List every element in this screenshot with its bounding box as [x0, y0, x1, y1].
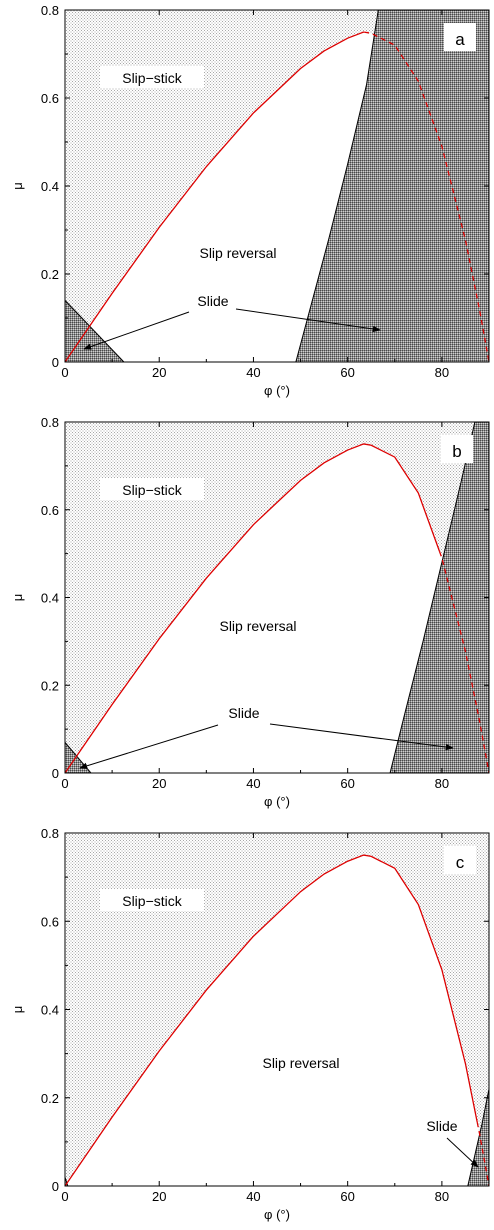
x-tick-label: 20: [152, 365, 166, 380]
chart-panel-c: 0 20 40 60 80 0 0.2 0.4 0.6 0.8 φ (°) μ Slip−stick Sl…: [10, 826, 490, 1222]
slip-stick-label-box: [100, 478, 204, 500]
slip-reversal-label: Slip reversal: [262, 1055, 339, 1071]
slide-boundary-right-line: [467, 1088, 489, 1186]
chart-panel-a: 0 20 40 60 80 0 0.2 0.4 0.6 0.8 φ (°) μ Slip−stick Sl…: [10, 3, 490, 398]
panel-label-box: [441, 435, 473, 463]
y-tick-label: 0.6: [41, 503, 59, 518]
panel-label-box: [444, 23, 476, 51]
y-tick-label: 0.8: [41, 826, 59, 841]
x-tick-label: 60: [340, 1189, 354, 1204]
slide-arrow: [269, 723, 454, 751]
slide-arrow: [83, 311, 190, 350]
red-curve-solid: [65, 443, 441, 773]
y-tick-label: 0.6: [41, 91, 59, 106]
y-tick-label: 0.4: [41, 1003, 59, 1018]
red-curve-dashed: [364, 31, 489, 362]
slide-label-box: [220, 705, 268, 724]
x-tick-label: 0: [61, 1189, 68, 1204]
y-tick-label: 0.2: [41, 1091, 59, 1106]
slide-boundary-left-line: [65, 300, 125, 362]
y-tick-label: 0.6: [41, 914, 59, 929]
slide-region-right: [390, 422, 489, 773]
slide-arrow: [235, 308, 381, 333]
red-curve-solid: [65, 854, 478, 1186]
y-tick-label: 0.4: [41, 179, 59, 194]
slide-label: Slide: [426, 1118, 457, 1134]
y-tick-label: 0.4: [41, 591, 59, 606]
slide-region-right: [295, 10, 489, 362]
slip-reversal-region: [65, 855, 489, 1186]
chart-panel-b: 0 20 40 60 80 0 0.2 0.4 0.6 0.8 φ (°) μ Slip−stick Sl…: [10, 415, 490, 809]
red-curve-dashed: [476, 1122, 489, 1186]
x-tick-label: 40: [246, 365, 260, 380]
y-tick-label: 0.8: [41, 3, 59, 18]
slip-stick-label-box: [100, 66, 204, 88]
plot-area: [65, 10, 489, 362]
y-axis-label: μ: [10, 182, 25, 190]
x-tick-label: 40: [246, 776, 260, 791]
slide-arrow: [79, 724, 219, 769]
panel-label: a: [455, 30, 465, 49]
red-curve-solid: [65, 31, 365, 362]
slip-stick-label-box: [100, 889, 204, 911]
x-tick-label: 20: [152, 776, 166, 791]
x-tick-label: 20: [152, 1189, 166, 1204]
slide-boundary-right-line: [389, 422, 476, 773]
slip-reversal-region: [65, 443, 489, 773]
x-tick-label: 60: [340, 365, 354, 380]
x-tick-label: 80: [435, 1189, 449, 1204]
slip-stick-label: Slip−stick: [122, 893, 183, 909]
x-tick-label: 0: [61, 776, 68, 791]
slip-stick-label: Slip−stick: [122, 70, 183, 86]
x-tick-label: 40: [246, 1189, 260, 1204]
slide-label-box: [418, 1118, 466, 1137]
plot-area: [65, 422, 489, 773]
slide-label: Slide: [228, 705, 259, 721]
slide-label-box: [189, 293, 237, 312]
y-tick-label: 0: [52, 766, 59, 781]
slip-reversal-label: Slip reversal: [199, 245, 276, 261]
x-tick-label: 60: [340, 776, 354, 791]
y-tick-label: 0: [52, 1179, 59, 1194]
slide-region-right: [467, 1088, 489, 1186]
x-axis-label: φ (°): [264, 383, 290, 398]
slip-reversal-label: Slip reversal: [219, 618, 296, 634]
panel-label: c: [456, 853, 465, 872]
y-axis-label: μ: [10, 594, 25, 602]
slip-stick-label: Slip−stick: [122, 482, 183, 498]
slide-label: Slide: [197, 293, 228, 309]
x-tick-label: 80: [435, 776, 449, 791]
y-tick-label: 0.2: [41, 678, 59, 693]
x-tick-label: 80: [435, 365, 449, 380]
y-axis-label: μ: [10, 1006, 25, 1014]
x-tick-label: 0: [61, 365, 68, 380]
x-axis-label: φ (°): [264, 794, 290, 809]
red-curve-dashed: [438, 551, 489, 773]
panel-label-box: [444, 846, 476, 874]
x-axis-label: φ (°): [264, 1207, 290, 1222]
y-tick-label: 0.2: [41, 267, 59, 282]
y-tick-label: 0.8: [41, 415, 59, 430]
panel-label: b: [452, 442, 461, 461]
slide-arrow: [446, 1137, 479, 1168]
slide-boundary-right-line: [295, 10, 379, 362]
y-tick-label: 0: [52, 355, 59, 370]
